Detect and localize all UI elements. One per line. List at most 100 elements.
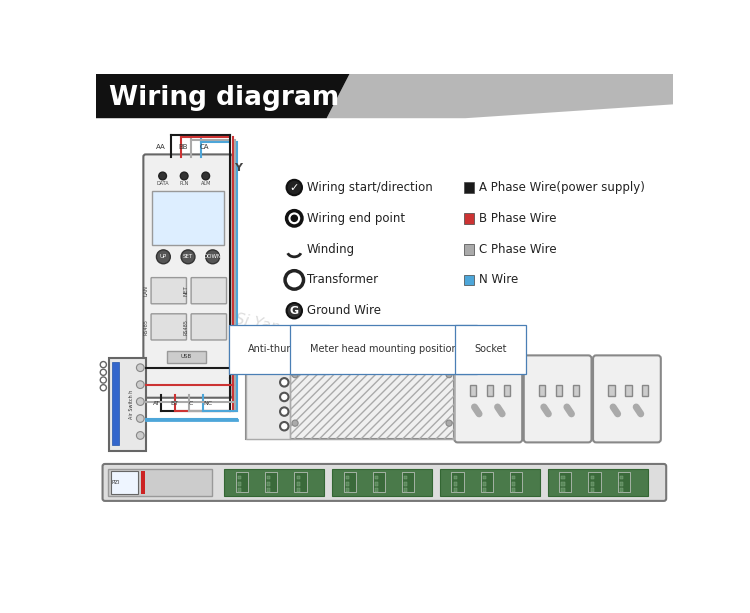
FancyArrowPatch shape [544,407,548,414]
FancyBboxPatch shape [593,356,661,443]
Text: CA: CA [200,144,209,150]
Text: A Phase Wire(power supply): A Phase Wire(power supply) [479,181,645,194]
Circle shape [286,211,302,226]
Text: NET: NET [184,285,189,296]
FancyBboxPatch shape [103,464,666,501]
Bar [290,359,454,440]
Circle shape [136,432,144,440]
Bar [296,482,300,485]
Bar [111,471,138,494]
Bar [512,488,515,492]
Bar [294,473,307,492]
Text: BT: BT [170,401,178,406]
Bar [246,359,454,440]
Circle shape [136,414,144,422]
Bar [296,488,300,492]
Bar [620,482,623,485]
Bar [626,386,632,396]
Circle shape [180,172,188,180]
Bar [236,473,248,492]
Text: Y: Y [234,163,242,173]
Bar [560,473,572,492]
Bar [141,471,145,494]
Circle shape [159,172,166,180]
Text: DOWN: DOWN [203,254,222,259]
Bar [375,482,378,485]
Text: C: C [189,401,194,406]
Text: LAN: LAN [144,285,148,296]
Bar [404,482,407,485]
Bar [346,482,349,485]
Circle shape [292,420,298,426]
Text: Socket: Socket [475,345,507,356]
Bar [267,488,271,492]
Circle shape [280,393,289,401]
Circle shape [286,180,302,195]
Bar [591,476,594,479]
Circle shape [100,369,106,375]
Text: UP: UP [160,254,167,259]
Circle shape [286,303,302,318]
Text: NC: NC [203,401,212,406]
Circle shape [100,377,106,383]
Polygon shape [327,74,674,118]
Text: AT: AT [154,401,161,406]
Bar [539,386,545,396]
Bar [246,359,290,440]
Text: SET: SET [183,254,193,259]
Bar [556,386,562,396]
Bar [238,476,242,479]
Text: ALM: ALM [200,181,211,186]
Bar [481,473,493,492]
Text: USB: USB [181,354,192,359]
Circle shape [157,250,170,264]
Bar [332,468,432,497]
Circle shape [136,381,144,389]
Bar [402,473,415,492]
Bar [110,359,146,451]
Circle shape [285,271,304,289]
Bar [487,386,493,396]
Text: Air Switch h: Air Switch h [128,390,133,419]
Bar [454,482,457,485]
Bar [589,473,601,492]
Bar [454,488,457,492]
Circle shape [280,422,289,430]
Bar [296,476,300,479]
FancyBboxPatch shape [151,314,187,340]
FancyArrowPatch shape [475,407,479,414]
Circle shape [446,371,452,378]
Bar [562,476,565,479]
Circle shape [280,364,289,372]
Bar [562,488,565,492]
FancyBboxPatch shape [524,356,592,443]
Text: Ground Wire: Ground Wire [307,304,380,317]
Circle shape [446,420,452,426]
Text: Wiring diagram: Wiring diagram [110,85,340,111]
Bar [224,468,324,497]
FancyArrowPatch shape [497,407,502,414]
Bar [238,482,242,485]
Bar [404,476,407,479]
Circle shape [100,384,106,391]
Bar [373,473,386,492]
Bar [346,488,349,492]
FancyBboxPatch shape [454,356,522,443]
Text: PLN: PLN [179,181,189,186]
Bar [375,488,378,492]
FancyBboxPatch shape [151,278,187,304]
Bar [108,468,212,497]
Bar [483,482,486,485]
Circle shape [136,364,144,371]
Text: ✓: ✓ [290,183,299,193]
Text: AA: AA [156,144,166,150]
Text: G: G [290,306,298,316]
FancyArrowPatch shape [613,407,618,414]
FancyArrowPatch shape [567,407,572,414]
Bar [620,488,623,492]
Bar [267,476,271,479]
Bar [454,476,457,479]
Bar [464,275,475,285]
Bar [608,386,614,396]
Bar [591,482,594,485]
